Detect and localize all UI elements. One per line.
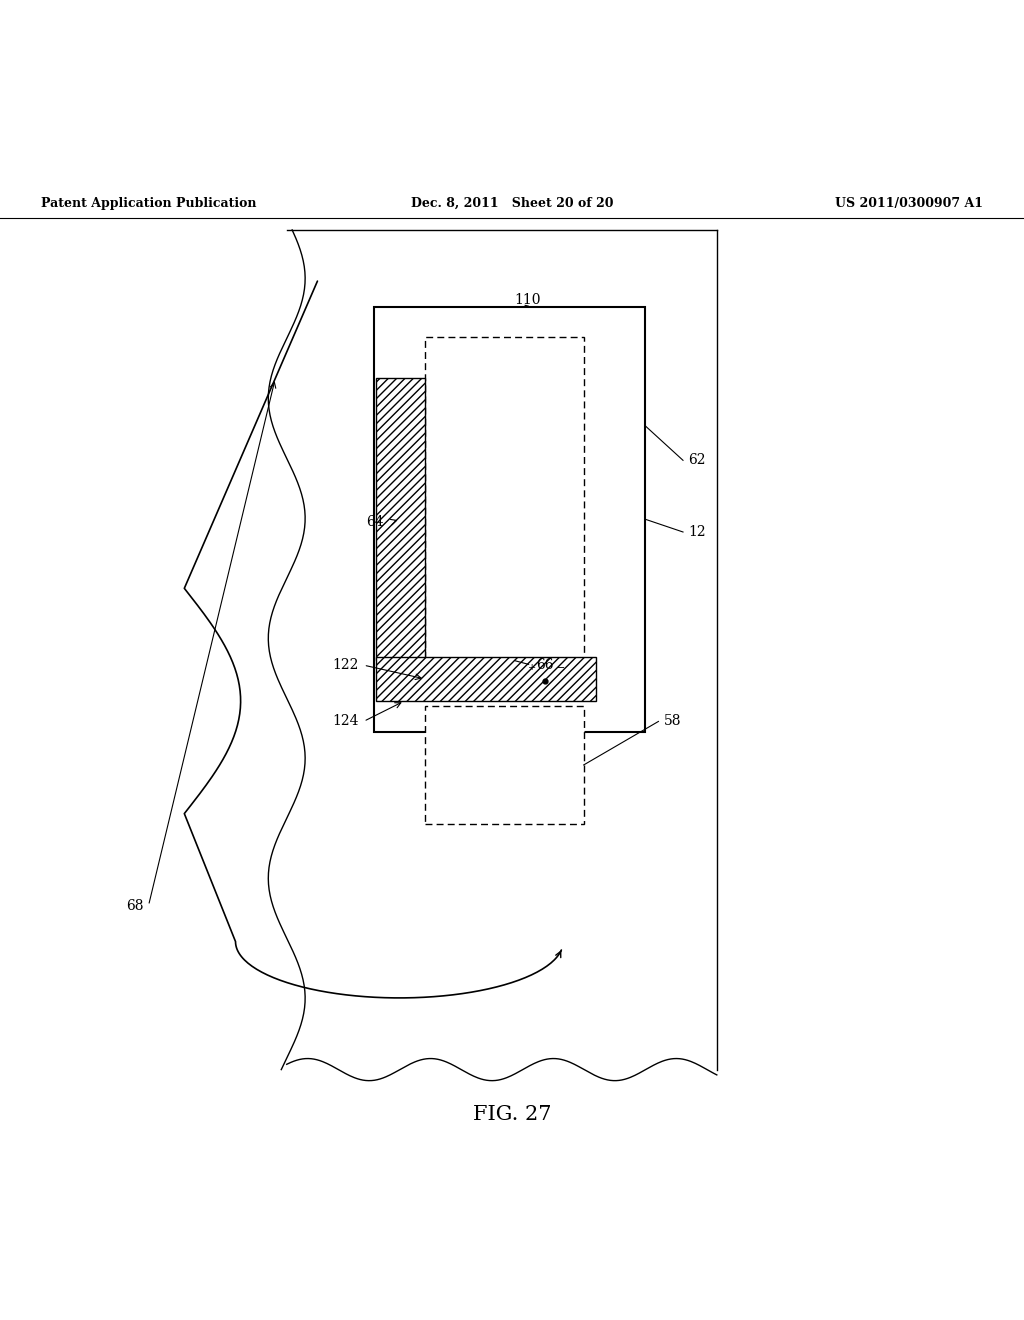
Text: 122: 122 (332, 659, 358, 672)
Bar (425, 706, 584, 824)
Bar (376, 657, 596, 701)
Bar (425, 338, 584, 660)
Bar (374, 306, 645, 731)
Bar (376, 379, 425, 660)
Text: 64: 64 (367, 515, 384, 529)
Text: Patent Application Publication: Patent Application Publication (41, 197, 256, 210)
Text: 68: 68 (126, 899, 143, 912)
Text: 110: 110 (514, 293, 541, 306)
Text: 66: 66 (537, 659, 554, 672)
Text: Dec. 8, 2011   Sheet 20 of 20: Dec. 8, 2011 Sheet 20 of 20 (411, 197, 613, 210)
Text: +: + (528, 664, 537, 672)
Text: −: − (556, 663, 565, 673)
Text: 124: 124 (332, 714, 358, 729)
Text: US 2011/0300907 A1: US 2011/0300907 A1 (835, 197, 983, 210)
Text: 12: 12 (688, 525, 706, 539)
Text: FIG. 27: FIG. 27 (473, 1105, 551, 1125)
Text: 58: 58 (664, 714, 681, 729)
Text: 62: 62 (688, 453, 706, 467)
